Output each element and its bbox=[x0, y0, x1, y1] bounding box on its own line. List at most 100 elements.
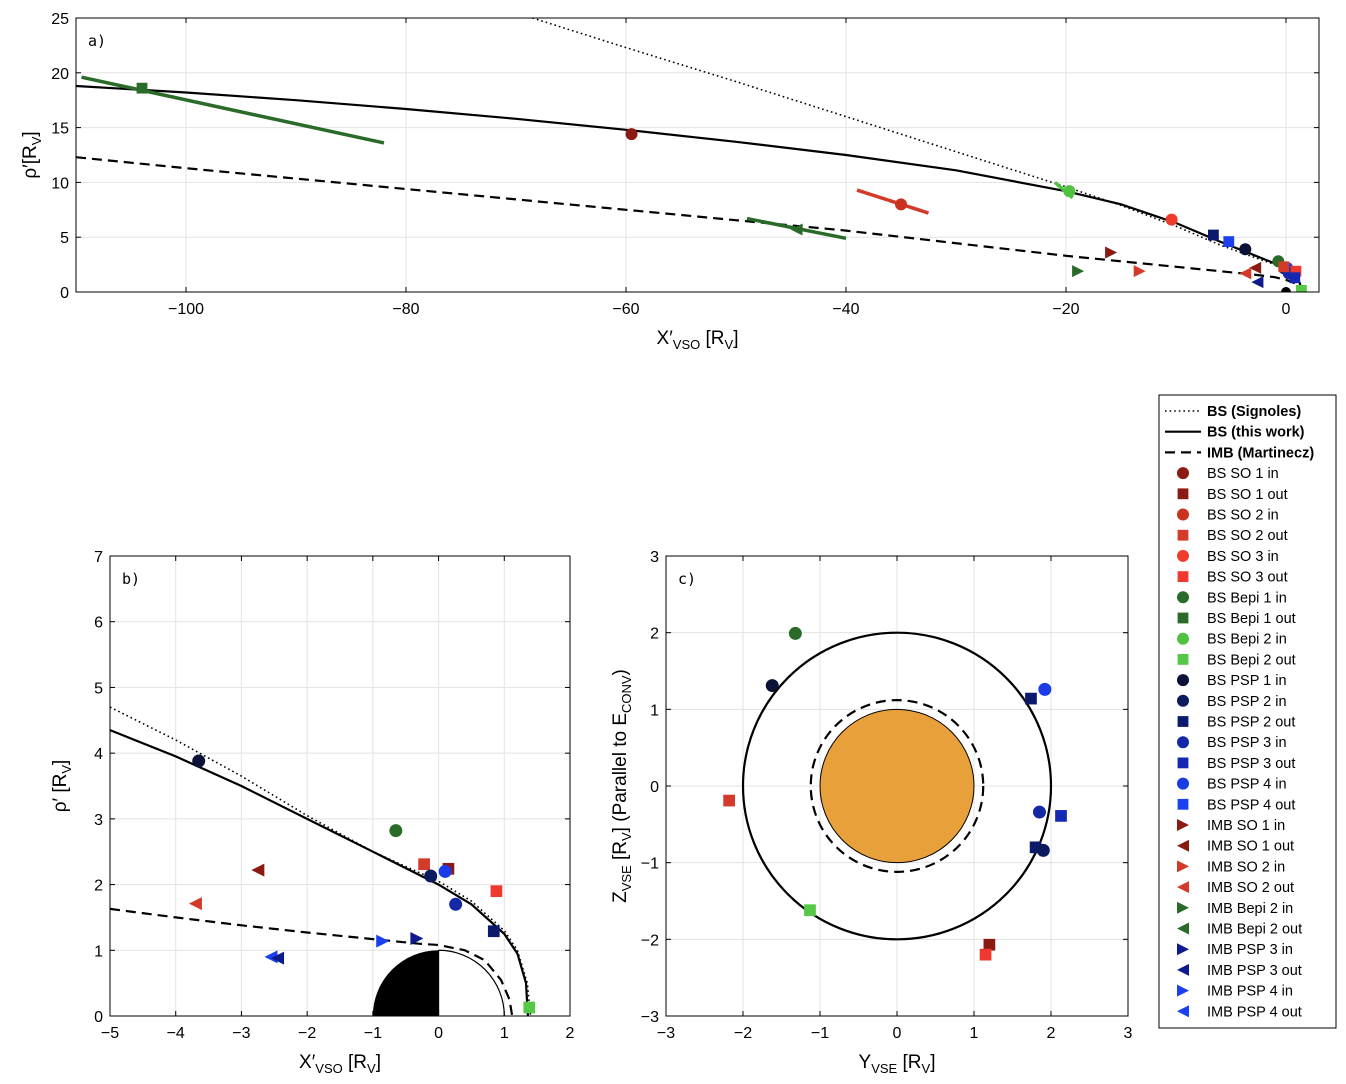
legend-marker bbox=[1177, 819, 1189, 831]
y-tick-label: −3 bbox=[641, 1009, 659, 1026]
data-point bbox=[1165, 213, 1178, 226]
y-tick-label: 1 bbox=[650, 702, 659, 719]
y-tick-label: 2 bbox=[94, 878, 103, 895]
legend-label: IMB PSP 3 in bbox=[1207, 942, 1293, 958]
legend-label: IMB SO 2 in bbox=[1207, 859, 1285, 875]
data-point bbox=[1223, 236, 1235, 247]
legend-marker bbox=[1177, 529, 1189, 541]
legend-label: IMB Bepi 2 out bbox=[1207, 922, 1302, 938]
legend-label: BS SO 2 out bbox=[1207, 528, 1288, 544]
data-point bbox=[1249, 261, 1262, 274]
data-point bbox=[1038, 682, 1052, 696]
data-point bbox=[625, 128, 638, 141]
legend: BS (Signoles) BS (this work) IMB (Martinec… bbox=[1158, 394, 1337, 1029]
data-point bbox=[1278, 261, 1290, 273]
data-point bbox=[1032, 805, 1046, 819]
planet-disk bbox=[819, 708, 975, 864]
legend-label: IMB SO 2 out bbox=[1207, 880, 1294, 896]
x-tick-label: 0 bbox=[893, 1025, 902, 1042]
legend-marker bbox=[1177, 488, 1189, 500]
boundary-curve bbox=[110, 729, 529, 1016]
legend-marker bbox=[1177, 839, 1189, 852]
panel-c-plot: −3 −2 −1 0 1 2 3 −3 −2 −1 0 1 2 3 c) YVSE [RV] ZVSE [RV]… bbox=[610, 549, 1133, 1076]
data-point bbox=[790, 223, 803, 236]
legend-label: IMB PSP 4 in bbox=[1207, 984, 1293, 1000]
x-tick-label: −60 bbox=[612, 301, 639, 318]
y-tick-label: 6 bbox=[94, 615, 103, 632]
data-point bbox=[983, 938, 996, 951]
legend-marker bbox=[1177, 860, 1189, 873]
data-point bbox=[438, 864, 452, 878]
x-tick-label: −2 bbox=[298, 1025, 316, 1042]
legend-label: BS Bepi 1 out bbox=[1207, 611, 1296, 627]
data-point bbox=[1063, 185, 1076, 198]
legend-label: IMB PSP 3 out bbox=[1207, 963, 1302, 979]
data-point bbox=[523, 1001, 536, 1014]
boundary-curve bbox=[76, 156, 1300, 292]
y-axis-label: ρ′[RV] bbox=[20, 131, 44, 178]
data-point bbox=[804, 904, 816, 917]
legend-label: BS SO 3 in bbox=[1207, 549, 1279, 565]
data-point bbox=[251, 863, 265, 877]
x-tick-label: −1 bbox=[811, 1025, 829, 1042]
panel-label: a) bbox=[88, 32, 106, 50]
y-tick-label: −1 bbox=[641, 856, 659, 873]
x-tick-label: 2 bbox=[1047, 1025, 1056, 1042]
y-tick-label: 10 bbox=[51, 175, 69, 192]
y-tick-label: 0 bbox=[60, 285, 69, 302]
legend-label: BS Bepi 1 in bbox=[1207, 590, 1287, 606]
uncertainty-segment bbox=[81, 75, 385, 145]
data-point bbox=[1289, 272, 1301, 284]
data-point bbox=[1239, 243, 1252, 256]
x-tick-label: −20 bbox=[1052, 301, 1079, 318]
y-tick-label: 25 bbox=[51, 11, 69, 28]
y-tick-label: 7 bbox=[94, 549, 103, 566]
legend-label: BS PSP 2 out bbox=[1207, 715, 1295, 731]
y-tick-label: 4 bbox=[94, 746, 103, 763]
legend-label: IMB PSP 4 out bbox=[1207, 1004, 1302, 1020]
data-point bbox=[1296, 284, 1307, 292]
legend-label: BS PSP 1 in bbox=[1207, 673, 1287, 689]
x-tick-label: −2 bbox=[734, 1025, 752, 1042]
planet-day-side bbox=[438, 949, 505, 1016]
data-point bbox=[389, 824, 403, 838]
data-point bbox=[1055, 810, 1067, 822]
boundary-curve bbox=[110, 907, 514, 1016]
data-point bbox=[410, 931, 424, 945]
data-point bbox=[424, 869, 438, 883]
legend-marker bbox=[1177, 632, 1189, 645]
panel-a-plot: −100 −80 −60 −40 −20 0 0 5 10 15 20 25 a) X′VSO [RV] ρ… bbox=[20, 11, 1320, 352]
data-point bbox=[1208, 229, 1219, 241]
legend-label: BS PSP 3 in bbox=[1207, 735, 1287, 751]
legend-label: IMB SO 1 in bbox=[1207, 818, 1285, 834]
panel-b-plot: −5 −4 −3 −2 −1 0 1 2 0 1 2 3 4 5 6 7 b) X′VSO [RV] ρ′ [RV] bbox=[50, 549, 575, 1076]
x-tick-label: −100 bbox=[168, 301, 204, 318]
y-tick-label: 15 bbox=[51, 121, 69, 138]
data-point bbox=[188, 897, 202, 911]
x-tick-label: −4 bbox=[167, 1025, 185, 1042]
x-axis-label: X′VSO [RV] bbox=[299, 1052, 381, 1076]
legend-marker bbox=[1177, 777, 1189, 790]
x-tick-label: 1 bbox=[500, 1025, 509, 1042]
y-tick-label: 5 bbox=[94, 680, 103, 697]
legend-label: BS Bepi 2 out bbox=[1207, 652, 1296, 668]
boundary-circle bbox=[741, 631, 1053, 941]
legend-marker bbox=[1177, 549, 1189, 562]
data-point bbox=[192, 754, 206, 768]
legend-label: BS Bepi 2 in bbox=[1207, 632, 1287, 648]
data-point bbox=[418, 858, 430, 871]
y-tick-label: 3 bbox=[94, 812, 103, 829]
legend-label: IMB SO 1 out bbox=[1207, 839, 1294, 855]
legend-marker bbox=[1177, 757, 1189, 769]
boundary-circle bbox=[809, 699, 985, 873]
y-tick-label: 0 bbox=[94, 1009, 103, 1026]
legend-label: BS PSP 3 out bbox=[1207, 756, 1295, 772]
data-point bbox=[788, 626, 802, 640]
data-point bbox=[1072, 265, 1085, 278]
data-point bbox=[1133, 265, 1146, 278]
x-tick-label: −3 bbox=[232, 1025, 250, 1042]
data-point bbox=[449, 897, 463, 911]
legend-marker bbox=[1177, 571, 1189, 582]
data-point bbox=[490, 885, 503, 897]
